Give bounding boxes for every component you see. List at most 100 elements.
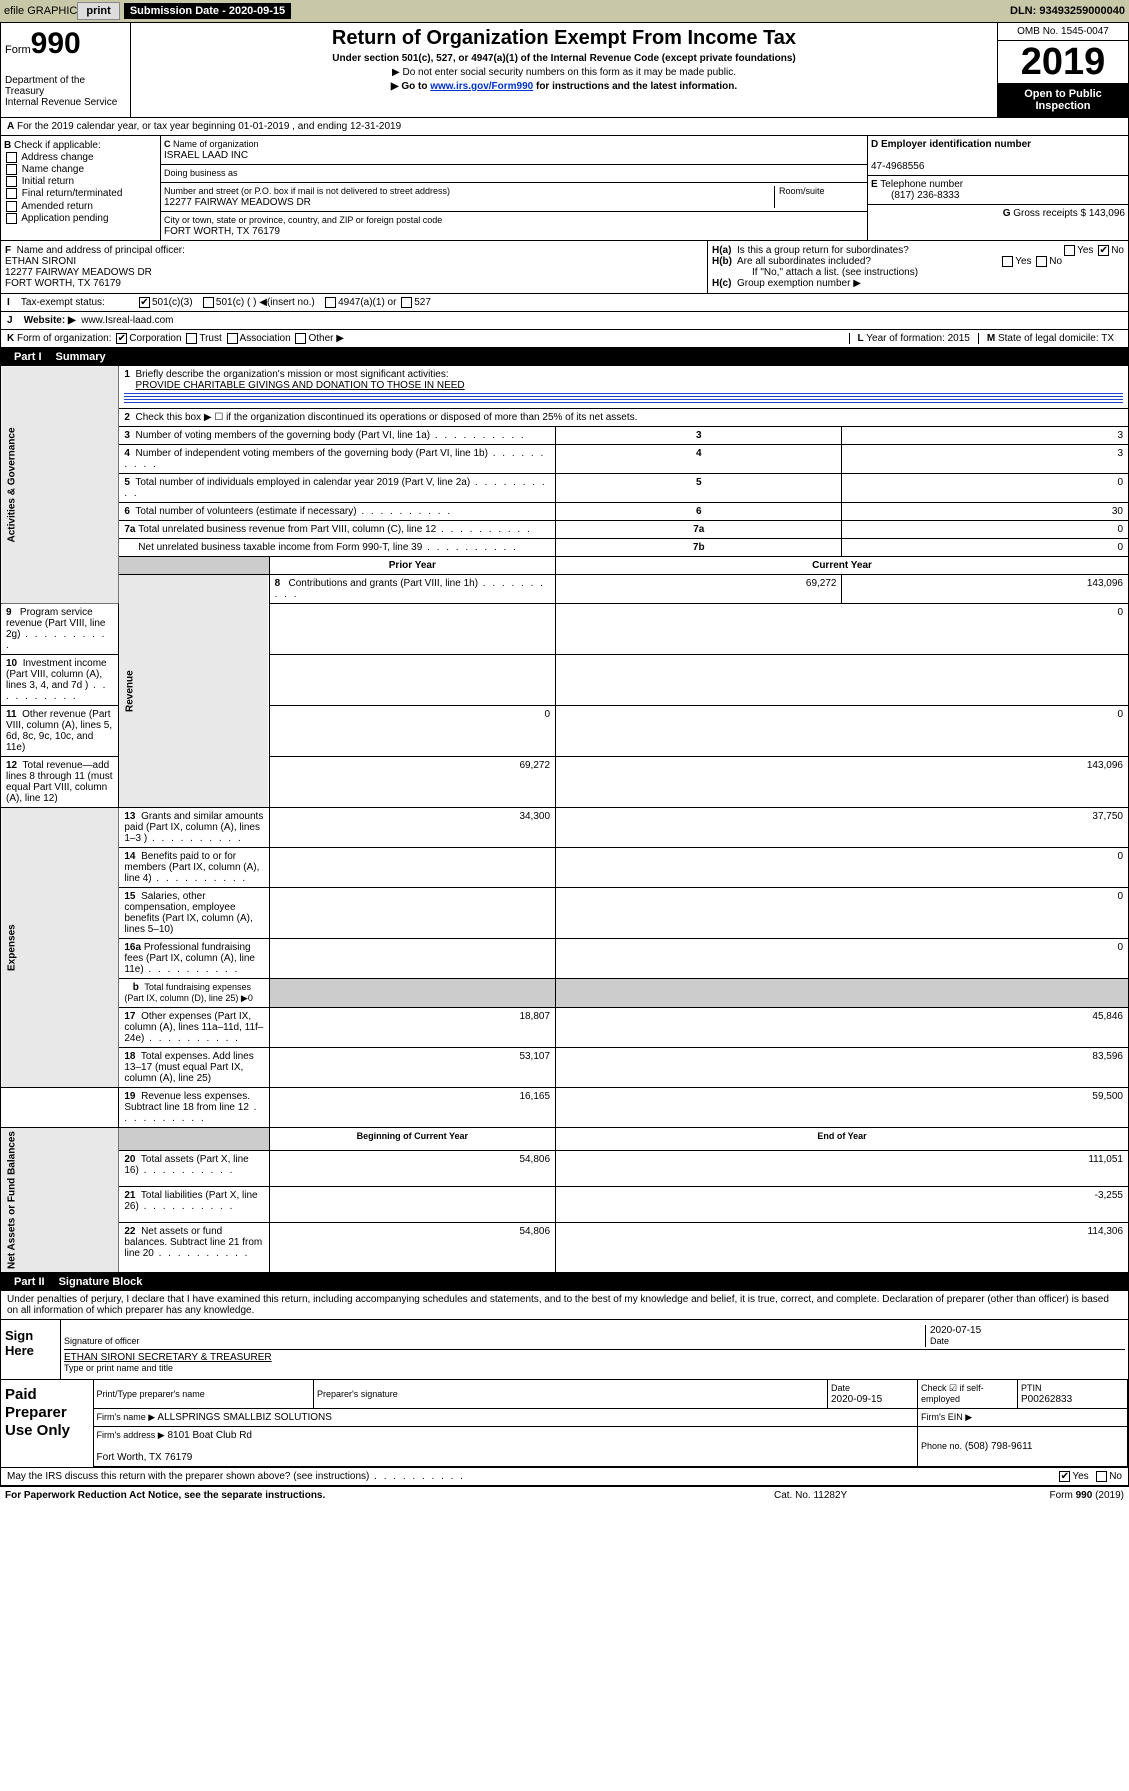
- l11-text: Other revenue (Part VIII, column (A), li…: [6, 709, 112, 753]
- l15-text: Salaries, other compensation, employee b…: [124, 891, 252, 935]
- checkbox-name-change[interactable]: [6, 164, 17, 175]
- form-title: Return of Organization Exempt From Incom…: [135, 27, 993, 50]
- department-label: Department of the Treasury Internal Reve…: [5, 75, 126, 108]
- part2-num: Part II: [6, 1276, 53, 1288]
- checkbox-address-change[interactable]: [6, 152, 17, 163]
- ck-corp[interactable]: [116, 333, 127, 344]
- discuss-no-label: No: [1109, 1471, 1122, 1482]
- l1-label: Briefly describe the organization's miss…: [136, 369, 449, 380]
- ck-4947[interactable]: [325, 297, 336, 308]
- part1-title: Summary: [56, 351, 106, 363]
- opt-501c: 501(c) ( ) ◀(insert no.): [216, 297, 315, 308]
- c-name-label: Name of organization: [173, 139, 259, 149]
- sign-date: 2020-07-15: [930, 1325, 981, 1336]
- cat-no: Cat. No. 11282Y: [774, 1490, 974, 1501]
- l15p: [269, 888, 555, 939]
- instructions-link[interactable]: www.irs.gov/Form990: [430, 81, 533, 92]
- l18c: 83,596: [556, 1048, 1129, 1088]
- ck-other[interactable]: [295, 333, 306, 344]
- section-c: C Name of organizationISRAEL LAAD INC Do…: [161, 136, 868, 240]
- opt-name-change: Name change: [22, 164, 84, 175]
- opt-corp: Corporation: [129, 333, 181, 344]
- j-label: Website: ▶: [24, 315, 76, 326]
- checkbox-amended-return[interactable]: [6, 201, 17, 212]
- l2-text: Check this box ▶ ☐ if the organization d…: [136, 412, 638, 423]
- opt-amended-return: Amended return: [21, 201, 93, 212]
- l11p: 0: [269, 706, 555, 757]
- l19p: 16,165: [269, 1088, 555, 1128]
- l5-text: Total number of individuals employed in …: [124, 477, 546, 499]
- ptin-value: P00262833: [1021, 1394, 1072, 1405]
- gross-value: 143,096: [1089, 208, 1125, 219]
- l16b-text: Total fundraising expenses (Part IX, col…: [124, 982, 252, 1003]
- l4-text: Number of independent voting members of …: [124, 448, 545, 470]
- l8c: 143,096: [842, 575, 1129, 604]
- ck-527[interactable]: [401, 297, 412, 308]
- form-header: Form990 Department of the Treasury Inter…: [0, 22, 1129, 118]
- hc-text: Group exemption number ▶: [737, 278, 861, 289]
- l4v: 3: [842, 445, 1129, 474]
- l22p: 54,806: [269, 1223, 555, 1273]
- discuss-no[interactable]: [1096, 1471, 1107, 1482]
- sign-here-label: Sign Here: [1, 1320, 61, 1379]
- efile-label: efile GRAPHIC: [4, 5, 77, 17]
- yes-label: Yes: [1077, 245, 1093, 256]
- ck-501c[interactable]: [203, 297, 214, 308]
- addr-label: Number and street (or P.O. box if mail i…: [164, 186, 450, 196]
- officer-name: ETHAN SIRONI: [5, 256, 76, 267]
- ha-yes[interactable]: [1064, 245, 1075, 256]
- print-button[interactable]: print: [77, 2, 119, 20]
- l22c: 114,306: [556, 1223, 1129, 1273]
- year-formation: 2015: [948, 333, 970, 344]
- sub3-post: for instructions and the latest informat…: [533, 81, 737, 92]
- form-ref: Form 990 (2019): [1050, 1490, 1124, 1501]
- paperwork-notice: For Paperwork Reduction Act Notice, see …: [5, 1490, 774, 1501]
- l8p: 69,272: [556, 575, 842, 604]
- l3v: 3: [842, 427, 1129, 445]
- part1-num: Part I: [6, 351, 50, 363]
- ck-assoc[interactable]: [227, 333, 238, 344]
- city-label: City or town, state or province, country…: [164, 215, 442, 225]
- section-b: B Check if applicable: Address change Na…: [1, 136, 161, 240]
- l7bv: 0: [842, 539, 1129, 557]
- ck-501c3[interactable]: [139, 297, 150, 308]
- l17p: 18,807: [269, 1008, 555, 1048]
- l6v: 30: [842, 503, 1129, 521]
- footer: For Paperwork Reduction Act Notice, see …: [0, 1486, 1129, 1504]
- k-label: Form of organization:: [17, 333, 112, 344]
- line-a-text: For the 2019 calendar year, or tax year …: [17, 121, 401, 132]
- checkbox-application-pending[interactable]: [6, 213, 17, 224]
- perjury-text: Under penalties of perjury, I declare th…: [0, 1291, 1129, 1320]
- l21c: -3,255: [556, 1186, 1129, 1222]
- l13-text: Grants and similar amounts paid (Part IX…: [124, 811, 263, 844]
- no-label2: No: [1049, 256, 1062, 267]
- part2-title: Signature Block: [59, 1276, 143, 1288]
- print-name-label: Type or print name and title: [64, 1363, 173, 1373]
- discuss-yes[interactable]: [1059, 1471, 1070, 1482]
- ck-trust[interactable]: [186, 333, 197, 344]
- l3-text: Number of voting members of the governin…: [136, 430, 526, 441]
- l15c: 0: [556, 888, 1129, 939]
- prep-date: 2020-09-15: [831, 1394, 882, 1405]
- prep-date-label: Date: [831, 1383, 850, 1393]
- checkbox-initial-return[interactable]: [6, 176, 17, 187]
- opt-final-return: Final return/terminated: [22, 189, 123, 200]
- l20p: 54,806: [269, 1150, 555, 1186]
- l14c: 0: [556, 848, 1129, 888]
- hb-yes[interactable]: [1002, 256, 1013, 267]
- l10c: [556, 655, 1129, 706]
- checkbox-final-return[interactable]: [6, 188, 17, 199]
- ha-text: Is this a group return for subordinates?: [737, 245, 909, 256]
- l16a-text: Professional fundraising fees (Part IX, …: [124, 942, 255, 975]
- l11c: 0: [556, 706, 1129, 757]
- room-label: Room/suite: [779, 186, 825, 196]
- l21p: [269, 1186, 555, 1222]
- mission-text: PROVIDE CHARITABLE GIVINGS AND DONATION …: [136, 380, 465, 391]
- form-prefix: Form: [5, 44, 31, 56]
- l9p: [269, 604, 555, 655]
- hb-no[interactable]: [1036, 256, 1047, 267]
- opt-501c3: 501(c)(3): [152, 297, 193, 308]
- prep-sig-label: Preparer's signature: [317, 1389, 398, 1399]
- ha-no[interactable]: [1098, 245, 1109, 256]
- officer-addr: 12277 FAIRWAY MEADOWS DR FORT WORTH, TX …: [5, 267, 152, 289]
